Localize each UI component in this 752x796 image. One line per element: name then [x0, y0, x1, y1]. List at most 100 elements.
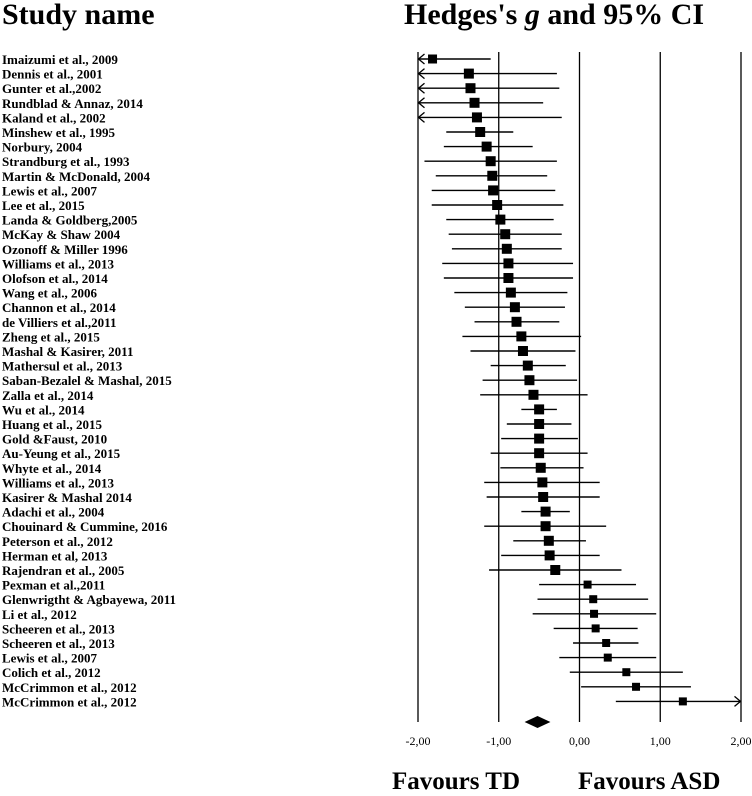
point-estimate-square [534, 448, 545, 459]
study-label: Saban-Bezalel & Mashal, 2015 [2, 373, 172, 388]
point-estimate-square [602, 639, 611, 647]
point-estimate-square [505, 287, 516, 298]
effect-size-header-post: and 95% CI [539, 0, 705, 31]
study-label: Rundblad & Annaz, 2014 [2, 96, 143, 111]
study-label: Imaizumi et al., 2009 [2, 52, 118, 67]
study-label: McCrimmon et al., 2012 [2, 694, 137, 709]
point-estimate-square [488, 185, 499, 196]
point-estimate-square [469, 97, 480, 108]
point-estimate-square [516, 331, 527, 342]
point-estimate-square [583, 580, 592, 589]
study-label: Dennis et al., 2001 [2, 67, 103, 82]
study-label: McCrimmon et al., 2012 [2, 680, 137, 695]
point-estimate-square [540, 521, 551, 532]
study-label: Mashal & Kasirer, 2011 [2, 344, 133, 359]
point-estimate-square [463, 68, 474, 79]
study-label: Wang et al., 2006 [2, 286, 97, 301]
study-label: Colich et al., 2012 [2, 665, 101, 680]
point-estimate-square [481, 141, 492, 152]
point-estimate-square [492, 200, 503, 210]
point-estimate-square [503, 258, 514, 269]
effect-size-header-pre: Hedges's [404, 0, 525, 31]
favours-asd-label: Favours ASD [578, 768, 721, 795]
point-estimate-square [603, 653, 612, 662]
summary-diamond [524, 716, 551, 728]
ci-arrow [417, 97, 425, 109]
study-label: Glenwrigtht & Agbayewa, 2011 [2, 592, 176, 607]
point-estimate-square [471, 112, 482, 123]
x-tick-label: 2,00 [731, 734, 752, 748]
favours-td-label: Favours TD [392, 768, 521, 795]
point-estimate-square [511, 316, 522, 327]
ci-arrow [734, 695, 742, 707]
study-label: Kaland et al., 2002 [2, 110, 106, 125]
study-label: Herman et al, 2013 [2, 548, 108, 563]
point-estimate-square [503, 273, 514, 283]
point-estimate-square [591, 624, 600, 633]
point-estimate-square [524, 375, 535, 386]
point-estimate-square [534, 419, 545, 429]
study-label: Peterson et al., 2012 [2, 534, 113, 549]
study-label: de Villiers et al.,2011 [2, 315, 116, 330]
study-label: Chouinard & Cummine, 2016 [2, 519, 168, 534]
point-estimate-square [428, 54, 438, 64]
study-label: Strandburg et al., 1993 [2, 154, 130, 169]
study-label: Scheeren et al., 2013 [2, 621, 115, 636]
study-label: Scheeren et al., 2013 [2, 636, 115, 651]
point-estimate-square [622, 668, 631, 677]
point-estimate-square [475, 127, 486, 137]
study-label: Mathersul et al., 2013 [2, 359, 123, 374]
study-label: Channon et al., 2014 [2, 300, 116, 315]
study-label: Whyte et al., 2014 [2, 461, 102, 476]
effect-size-header-g: g [524, 0, 540, 31]
study-label: Gunter et al.,2002 [2, 81, 101, 96]
study-label: Lee et al., 2015 [2, 198, 85, 213]
study-label: Landa & Goldberg,2005 [2, 213, 138, 228]
point-estimate-square [589, 595, 598, 604]
study-label: Lewis et al., 2007 [2, 183, 97, 198]
study-label: Olofson et al., 2014 [2, 271, 108, 286]
effect-size-header: Hedges's g and 95% CI [404, 0, 704, 32]
ci-arrow [417, 68, 425, 80]
study-label: Ozonoff & Miller 1996 [2, 242, 128, 257]
x-tick-label: -2,00 [406, 734, 431, 748]
point-estimate-square [543, 535, 554, 546]
study-label: Au-Yeung et al., 2015 [2, 446, 121, 461]
study-label: Martin & McDonald, 2004 [2, 169, 151, 184]
study-label: Zalla et al., 2014 [2, 388, 94, 403]
study-label: Norbury, 2004 [2, 140, 83, 155]
point-estimate-square [501, 243, 512, 254]
point-estimate-square [465, 83, 476, 94]
point-estimate-square [509, 302, 520, 313]
ci-arrow [417, 53, 425, 65]
point-estimate-square [500, 229, 511, 240]
point-estimate-square [522, 360, 533, 371]
point-estimate-square [537, 477, 548, 488]
study-label: Wu et al., 2014 [2, 402, 85, 417]
point-estimate-square [535, 462, 546, 473]
x-tick-label: -1,00 [486, 734, 511, 748]
point-estimate-square [487, 170, 498, 181]
point-estimate-square [678, 697, 687, 706]
study-label: Gold &Faust, 2010 [2, 432, 107, 447]
study-label: McKay & Shaw 2004 [2, 227, 121, 242]
ci-arrow [417, 82, 425, 94]
study-label: Li et al., 2012 [2, 607, 77, 622]
point-estimate-square [528, 389, 539, 400]
point-estimate-square [534, 404, 545, 415]
point-estimate-square [534, 433, 545, 444]
point-estimate-square [540, 506, 551, 517]
point-estimate-square [632, 682, 641, 691]
point-estimate-square [538, 492, 549, 502]
x-tick-label: 0,00 [569, 734, 590, 748]
point-estimate-square [590, 609, 599, 618]
study-label: Kasirer & Mashal 2014 [2, 490, 132, 505]
study-label: Zheng et al., 2015 [2, 329, 100, 344]
point-estimate-square [544, 550, 555, 561]
study-label: Williams et al., 2013 [2, 475, 115, 490]
study-label: Minshew et al., 1995 [2, 125, 116, 140]
point-estimate-square [485, 156, 496, 167]
study-label: Williams et al., 2013 [2, 256, 115, 271]
study-name-header: Study name [2, 0, 155, 31]
